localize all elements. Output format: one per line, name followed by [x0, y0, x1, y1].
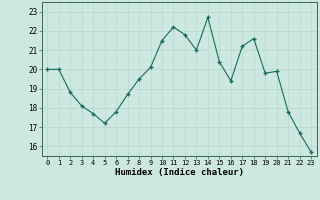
X-axis label: Humidex (Indice chaleur): Humidex (Indice chaleur) [115, 168, 244, 177]
